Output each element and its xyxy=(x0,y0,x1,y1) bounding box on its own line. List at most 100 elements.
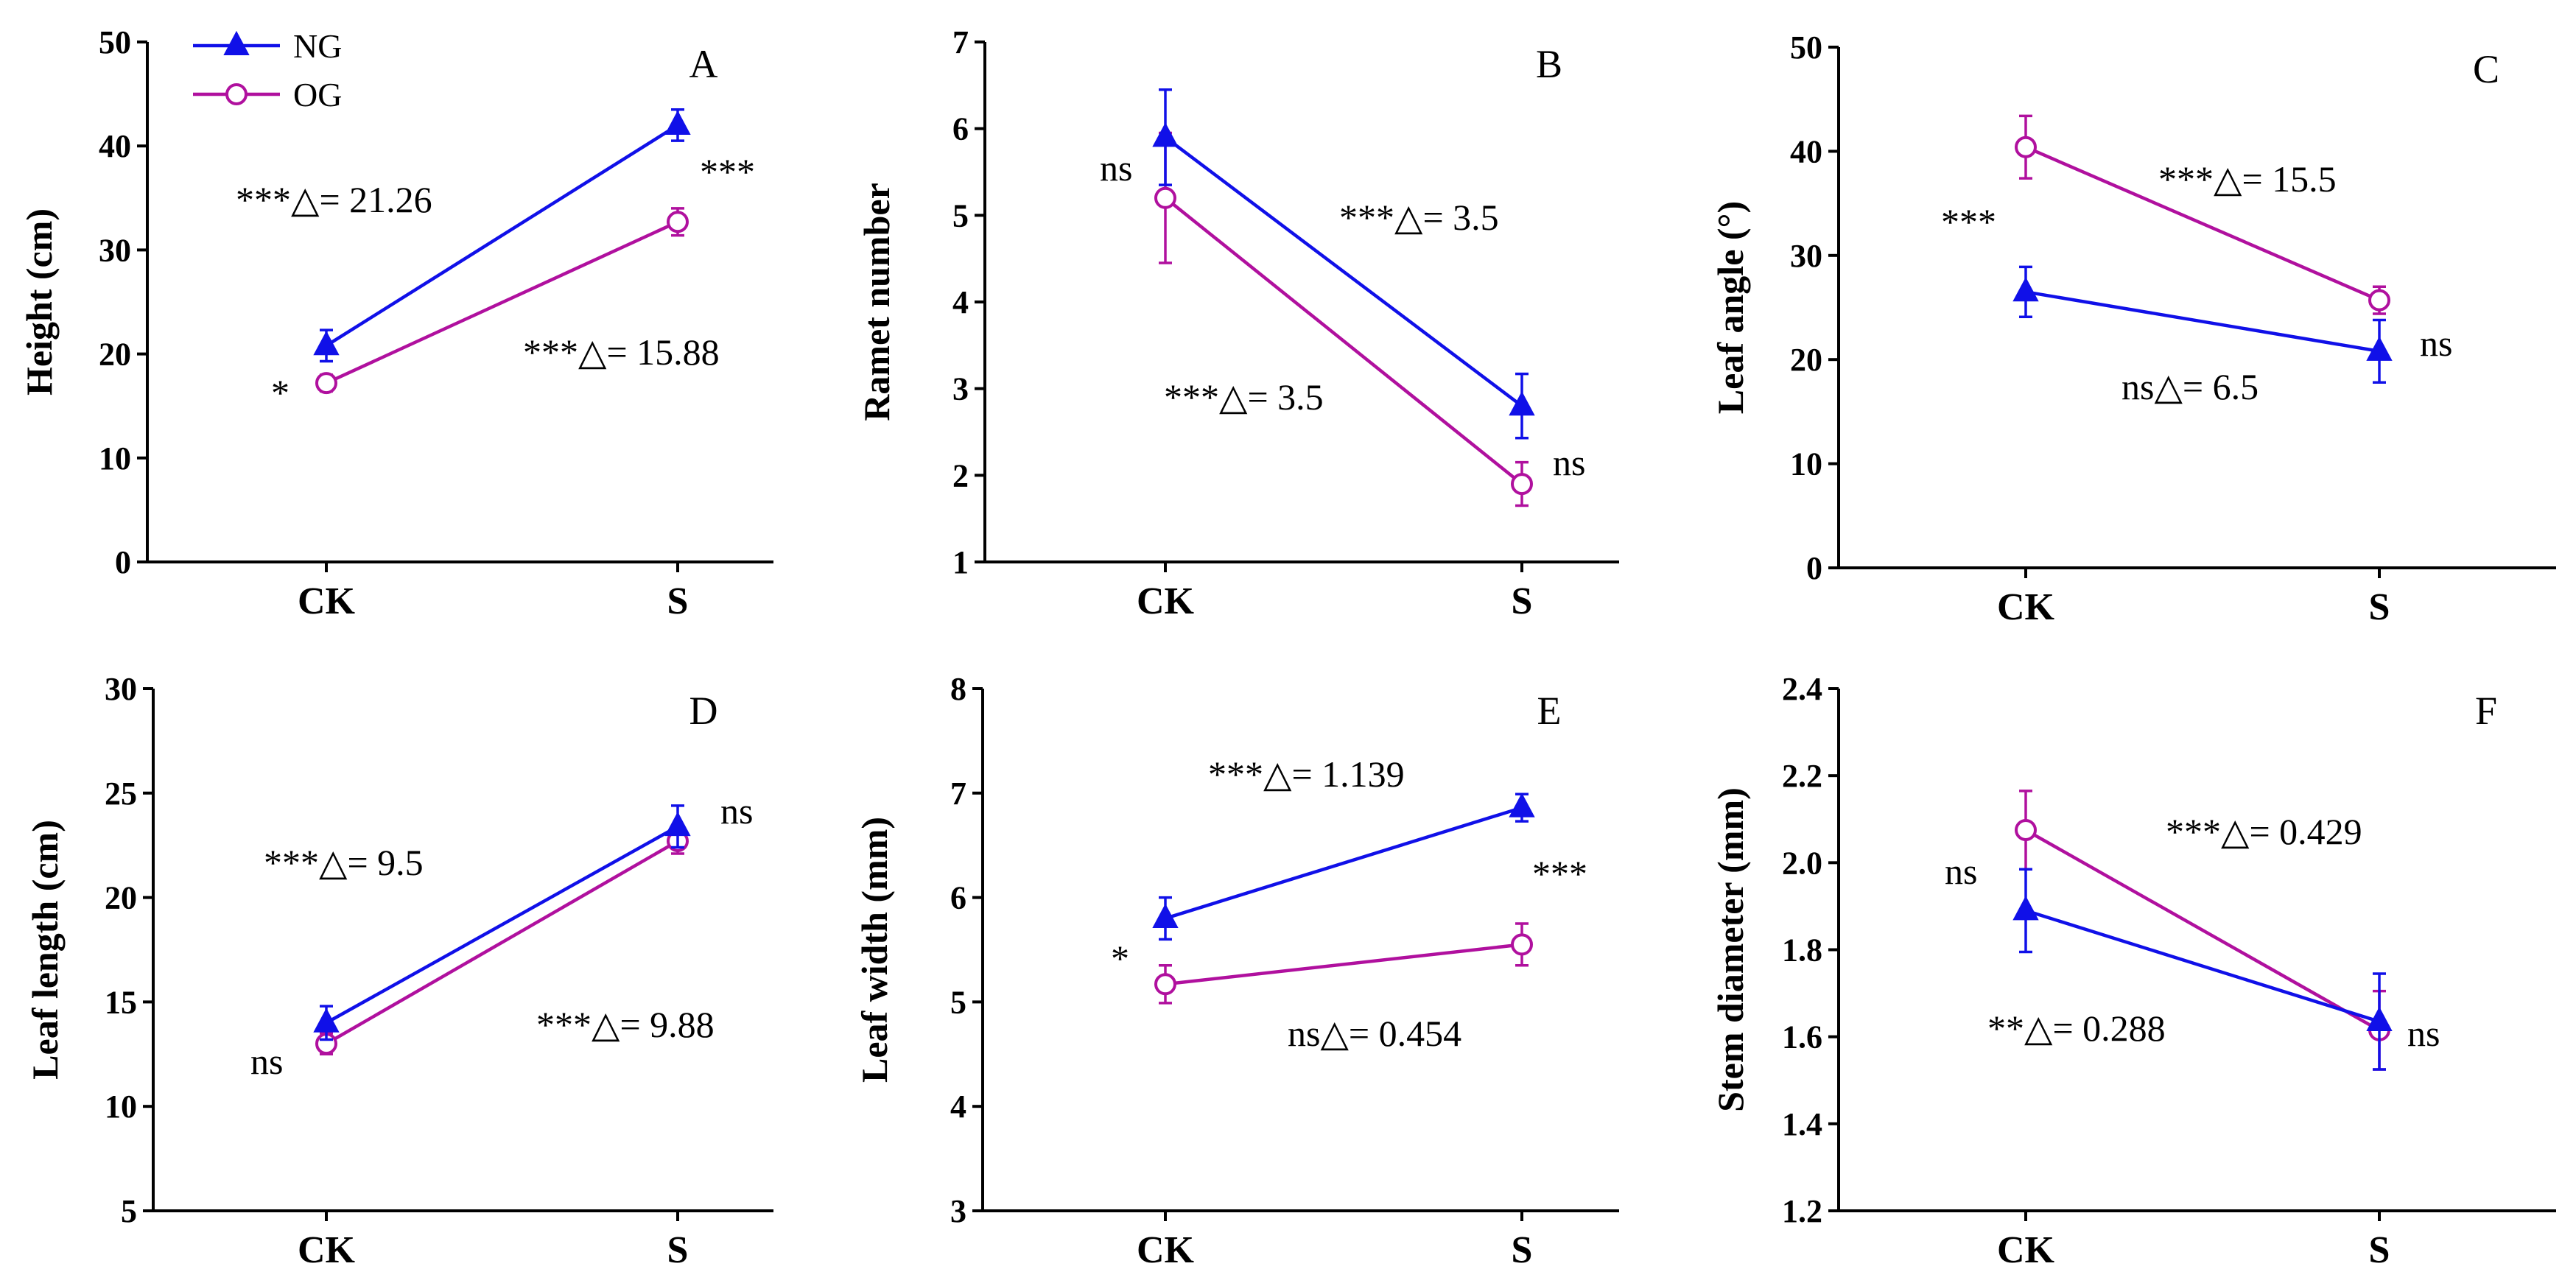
data-point-circle xyxy=(2015,136,2037,158)
y-tick-label: 2.2 xyxy=(1782,758,1822,794)
data-point-triangle xyxy=(2012,896,2039,921)
y-tick-label: 20 xyxy=(105,880,137,916)
series-ng xyxy=(2012,868,2393,1071)
y-tick-label: 1.2 xyxy=(1782,1193,1822,1229)
data-point-circle xyxy=(2368,289,2390,312)
legend: NG OG xyxy=(193,27,342,113)
y-tick-label: 7 xyxy=(950,776,966,812)
annotation: ***△= 3.5 xyxy=(1339,197,1499,238)
series-line xyxy=(1164,136,1523,407)
series-line xyxy=(2025,909,2380,1024)
data-point-circle xyxy=(2015,819,2037,842)
legend-item-ng: NG xyxy=(193,27,342,65)
annotation: ***△= 9.88 xyxy=(536,1004,715,1045)
annotation: ns xyxy=(250,1041,283,1082)
y-tick-label: 8 xyxy=(950,671,966,707)
x-tick-label: S xyxy=(667,580,689,622)
data-point-triangle xyxy=(1509,391,1535,416)
data-point-circle xyxy=(315,372,337,395)
series-ng xyxy=(313,108,691,363)
annotation: **△= 0.288 xyxy=(1987,1008,2166,1049)
data-point-triangle xyxy=(2012,277,2039,302)
annotation: ns△= 6.5 xyxy=(2121,366,2259,407)
series-ng xyxy=(2012,265,2393,384)
y-tick-label: 2.0 xyxy=(1782,845,1822,881)
y-tick-label: 30 xyxy=(99,232,131,268)
panel-letter: F xyxy=(2475,689,2497,733)
y-tick-label: 40 xyxy=(1790,133,1822,169)
series-line xyxy=(2024,829,2381,1032)
y-axis-label: Leaf width (mm) xyxy=(854,817,895,1083)
y-tick-label: 30 xyxy=(1790,238,1822,274)
y-tick-label: 20 xyxy=(99,337,131,373)
annotation: *** xyxy=(1532,853,1587,894)
y-tick-label: 50 xyxy=(1790,29,1822,66)
y-tick-label: 6 xyxy=(950,880,966,916)
x-tick-label: CK xyxy=(1997,1229,2055,1271)
data-point-triangle xyxy=(313,331,340,356)
data-point-triangle xyxy=(313,1008,340,1033)
y-tick-label: 40 xyxy=(99,128,131,164)
annotation: ***△= 0.429 xyxy=(2166,811,2362,852)
annotation: ns xyxy=(1553,442,1585,483)
data-point-triangle xyxy=(664,110,691,135)
x-tick-label: S xyxy=(2369,1229,2390,1271)
panel-f: 1.2 1.4 1.6 1.8 2.0 2.2 2.4 CK S Stem diameter (m… xyxy=(1710,671,2556,1271)
y-tick-label: 0 xyxy=(115,544,131,580)
x-tick-label: S xyxy=(1512,1229,1533,1271)
series-line xyxy=(2025,145,2380,302)
y-tick-label: 25 xyxy=(105,776,137,812)
y-tick-label: 6 xyxy=(952,111,969,147)
series-ng xyxy=(1152,792,1535,941)
series-ng xyxy=(313,804,691,1041)
data-point-circle xyxy=(667,211,689,233)
series-ng xyxy=(1152,88,1535,440)
y-axis-label: Stem diameter (mm) xyxy=(1710,787,1751,1112)
annotation: ns xyxy=(720,790,753,832)
x-tick-label: CK xyxy=(1997,586,2055,628)
y-tick-label: 1.6 xyxy=(1782,1019,1822,1055)
annotation: ***△= 1.139 xyxy=(1208,753,1405,795)
annotation: ns△= 0.454 xyxy=(1288,1013,1461,1054)
y-tick-label: 10 xyxy=(1790,446,1822,482)
y-axis-label: Leaf length (cm) xyxy=(24,820,66,1080)
y-axis-label: Height (cm) xyxy=(18,208,60,396)
annotation: * xyxy=(271,372,289,413)
x-tick-label: CK xyxy=(1137,580,1195,622)
panel-d: 5 10 15 20 25 30 CK S Leaf length (cm) D ***△= 9.5… xyxy=(24,671,773,1271)
annotation: ns xyxy=(1100,147,1132,189)
y-tick-label: 50 xyxy=(99,24,131,60)
data-point-circle xyxy=(1511,933,1533,956)
panel-letter: A xyxy=(689,42,718,86)
y-tick-label: 10 xyxy=(105,1089,137,1125)
y-tick-label: 3 xyxy=(952,371,969,407)
annotation: ***△= 3.5 xyxy=(1164,376,1324,418)
y-tick-label: 10 xyxy=(99,440,131,477)
y-tick-label: 4 xyxy=(950,1089,966,1125)
y-tick-label: 1.4 xyxy=(1782,1106,1822,1142)
data-point-circle xyxy=(1511,473,1533,496)
y-tick-label: 2 xyxy=(952,457,969,493)
series-og xyxy=(2015,114,2390,315)
panel-b: 1 2 3 4 5 6 7 CK S Ramet number Bns ***△= 3.5 ***△= … xyxy=(856,24,1619,622)
y-tick-label: 15 xyxy=(105,984,137,1020)
y-axis-label: Leaf angle (°) xyxy=(1710,201,1751,414)
annotation: ***△= 15.5 xyxy=(2158,158,2337,200)
annotation: ns xyxy=(2407,1013,2440,1054)
panel-c: 0 10 20 30 40 50 CK S Leaf angle (°) C *** ***△= 15… xyxy=(1710,29,2556,628)
series-line xyxy=(1165,943,1523,986)
y-tick-label: 0 xyxy=(1806,550,1822,586)
annotation: ns xyxy=(2420,323,2452,364)
annotation: ***△= 21.26 xyxy=(236,179,432,220)
x-tick-label: CK xyxy=(1137,1229,1195,1271)
panel-letter: D xyxy=(689,689,718,733)
annotation: ns xyxy=(1945,851,1977,892)
data-point-circle xyxy=(1154,973,1176,996)
legend-label: NG xyxy=(293,27,342,65)
series-line xyxy=(325,825,679,1024)
x-tick-label: S xyxy=(2369,586,2390,628)
annotation: *** xyxy=(1941,201,1996,242)
y-tick-label: 5 xyxy=(121,1193,137,1229)
